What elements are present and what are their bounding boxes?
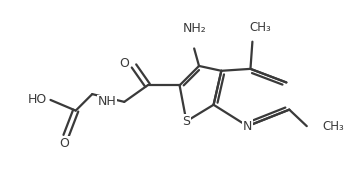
Text: NH₂: NH₂ [182, 22, 206, 35]
Text: HO: HO [27, 93, 47, 106]
Text: N: N [243, 120, 252, 133]
Text: O: O [119, 57, 129, 70]
Text: O: O [59, 137, 69, 150]
Text: CH₃: CH₃ [322, 120, 344, 133]
Text: CH₃: CH₃ [249, 21, 271, 34]
Text: S: S [182, 115, 190, 128]
Text: NH: NH [98, 95, 117, 108]
